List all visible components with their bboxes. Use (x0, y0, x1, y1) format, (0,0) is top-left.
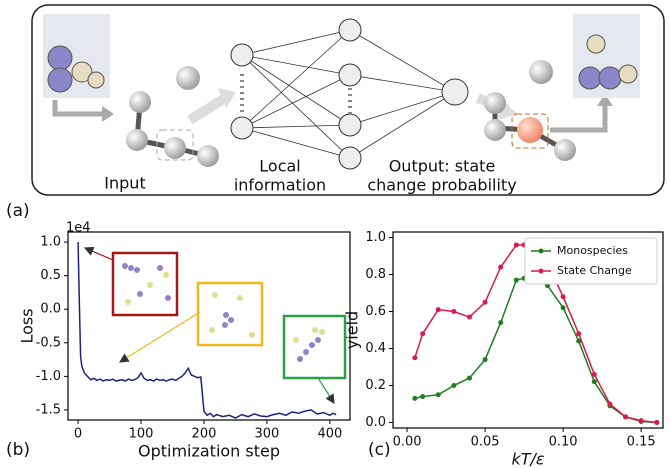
marker (592, 372, 597, 377)
y-tick-label: 0.2 (365, 378, 386, 393)
panel-label: (c) (368, 440, 391, 460)
series-line (415, 278, 657, 422)
axis-offset: 1e4 (66, 221, 91, 236)
output-label: Output: state (389, 157, 496, 176)
marker (451, 309, 456, 314)
y-tick-label: 0.8 (365, 267, 386, 282)
marker (623, 414, 628, 419)
legend-swatch (539, 269, 544, 274)
y-tick-label: 0.6 (365, 304, 386, 319)
marker (436, 307, 441, 312)
x-tick-label: 100 (129, 427, 154, 442)
x-tick-label: 200 (192, 427, 217, 442)
marker (467, 376, 472, 381)
marker (561, 305, 566, 310)
y-tick-label: -1.0 (36, 369, 61, 384)
marker (412, 355, 417, 360)
marker (607, 401, 612, 406)
y-axis-label: Loss (18, 308, 37, 343)
x-tick-label: 400 (317, 427, 342, 442)
panel-a: Input Local information Output: state ch… (6, 5, 664, 221)
figure: Input Local information Output: state ch… (0, 0, 670, 468)
y-tick-label: 0.0 (40, 302, 61, 317)
panel-label: (b) (6, 440, 30, 460)
x-tick-label: 0.05 (471, 435, 500, 450)
marker (451, 383, 456, 388)
marker (561, 294, 566, 299)
local-label: Local (259, 157, 300, 176)
marker (412, 396, 417, 401)
legend-label: Monospecies (557, 244, 628, 257)
x-tick-label: 0.00 (393, 435, 422, 450)
marker (436, 392, 441, 397)
output-label: change probability (367, 176, 516, 195)
x-axis-label: Optimization step (138, 442, 280, 461)
legend-swatch (539, 249, 544, 254)
marker (514, 278, 519, 283)
marker (654, 420, 659, 425)
local-label: information (234, 176, 326, 195)
y-tick-label: -1.5 (36, 402, 61, 417)
marker (514, 242, 519, 247)
x-tick-label: 0.15 (627, 435, 656, 450)
y-tick-label: 0.0 (365, 415, 386, 430)
marker (576, 331, 581, 336)
input-label: Input (104, 174, 145, 193)
marker (498, 265, 503, 270)
x-tick-label: 300 (254, 427, 279, 442)
y-tick-label: 0.4 (365, 341, 386, 356)
marker (467, 315, 472, 320)
y-tick-label: 1.0 (365, 230, 386, 245)
marker (639, 418, 644, 423)
y-tick-label: -0.5 (36, 335, 61, 350)
x-tick-label: 0.10 (549, 435, 578, 450)
y-tick-label: 0.5 (40, 268, 61, 283)
marker (420, 331, 425, 336)
marker (592, 379, 597, 384)
marker (420, 394, 425, 399)
marker (483, 357, 488, 362)
panel-label: (a) (6, 201, 30, 221)
x-tick-label: 0 (74, 427, 82, 442)
legend-label: State Change (557, 264, 632, 277)
y-tick-label: 1.0 (40, 235, 61, 250)
marker (498, 320, 503, 325)
marker (483, 300, 488, 305)
x-axis-label: kT/ε (511, 450, 544, 468)
